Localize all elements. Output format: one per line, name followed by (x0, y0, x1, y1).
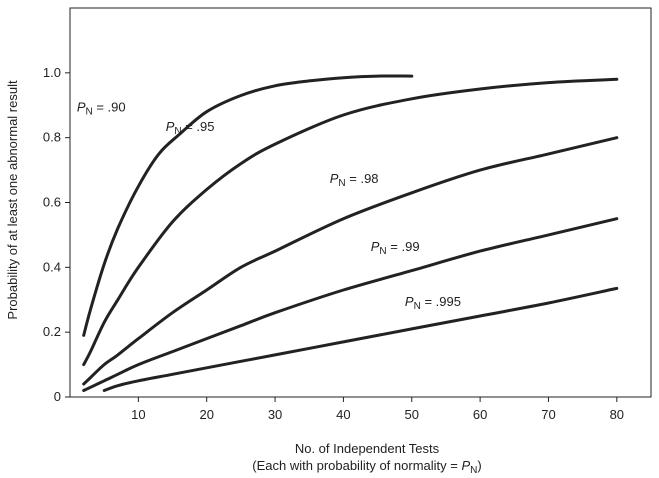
y-tick-label: 0.8 (43, 130, 61, 145)
curve-label-pn-98: PN = .98 (330, 171, 379, 189)
curve-label-pn-90: PN = .90 (77, 100, 126, 118)
series-line-pn-995 (102, 286, 619, 392)
curve-label-pn-95: PN = .95 (166, 119, 215, 137)
y-tick-label: 0.2 (43, 324, 61, 339)
series-line-pn-99 (82, 217, 619, 392)
curve-label-pn-995: PN = .995 (405, 294, 461, 312)
x-axis-title-line2: (Each with probability of normality = PN… (252, 458, 481, 476)
y-tick-label: 0 (54, 389, 61, 404)
x-tick-label: 40 (336, 407, 350, 422)
x-tick-label: 60 (473, 407, 487, 422)
series-line-pn-90 (82, 74, 414, 337)
x-tick-label: 30 (268, 407, 282, 422)
curves (82, 74, 619, 392)
series-line-pn-98 (82, 136, 619, 386)
x-tick-label: 50 (405, 407, 419, 422)
curve-labels: PN = .90 PN = .95 PN = .98 PN = .99 PN = .99… (77, 100, 461, 313)
series-line-pn-95 (82, 77, 619, 367)
x-tick-label: 70 (541, 407, 555, 422)
x-tick-label: 20 (199, 407, 213, 422)
y-tick-label: 1.0 (43, 65, 61, 80)
y-tick-label: 0.6 (43, 195, 61, 210)
curve-label-pn-99: PN = .99 (371, 239, 420, 257)
x-axis-title-line1: No. of Independent Tests (295, 441, 440, 456)
x-tick-label: 10 (131, 407, 145, 422)
axis-ticks: 10 20 30 40 50 60 70 80 0 0.2 0.4 0.6 0.8 1.0 (43, 65, 624, 422)
x-tick-label: 80 (610, 407, 624, 422)
y-tick-label: 0.4 (43, 259, 61, 274)
y-axis-title: Probability of at least one abnormal res… (5, 80, 20, 320)
